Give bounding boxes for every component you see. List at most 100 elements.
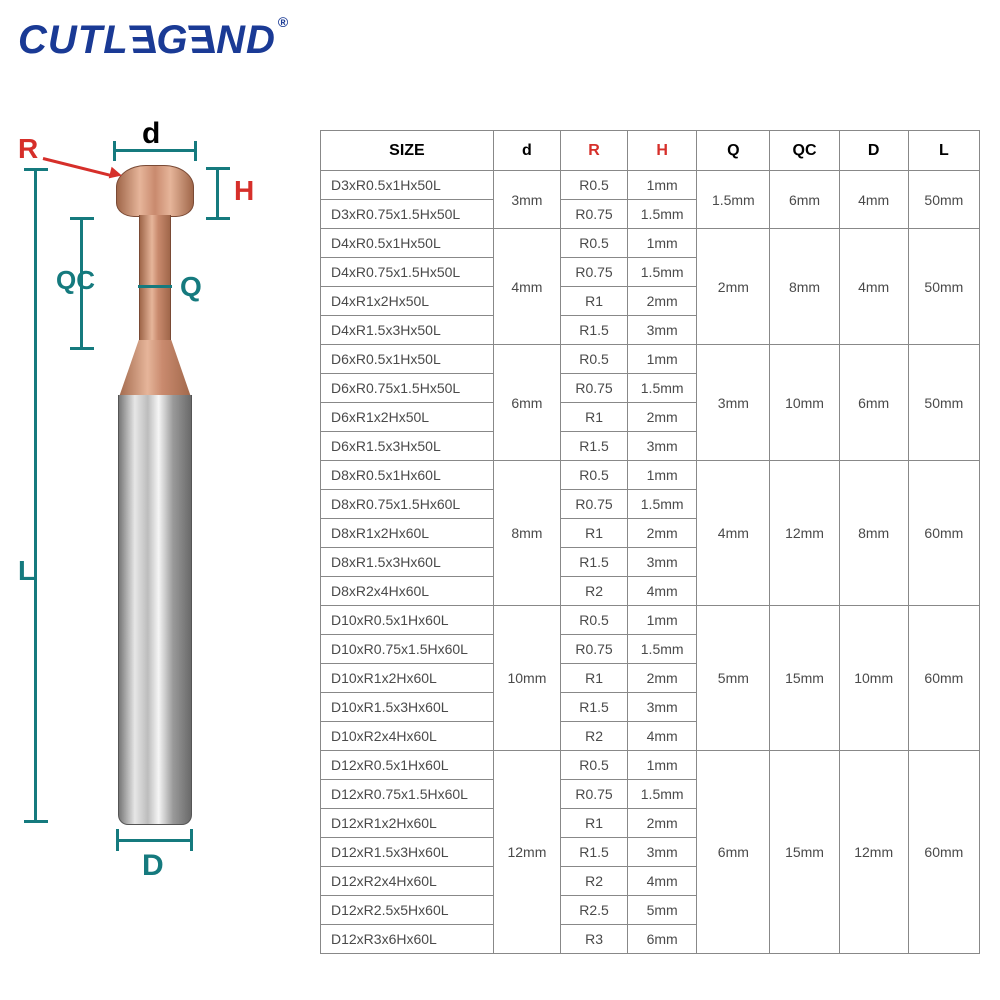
cell-H: 2mm — [628, 287, 697, 316]
cell-d: 4mm — [493, 229, 560, 345]
logo-text: CUTLEGEND — [18, 18, 276, 62]
cell-R: R1.5 — [560, 548, 627, 577]
cell-size: D8xR1.5x3Hx60L — [321, 548, 494, 577]
cell-R: R1 — [560, 403, 627, 432]
cell-QC: 6mm — [770, 171, 839, 229]
dim-line-H — [216, 169, 219, 217]
cell-D: 6mm — [839, 345, 908, 461]
cell-L: 50mm — [908, 345, 979, 461]
cell-R: R0.5 — [560, 229, 627, 258]
cell-d: 6mm — [493, 345, 560, 461]
table-row: D12xR0.5x1Hx60L12mmR0.51mm6mm15mm12mm60m… — [321, 751, 980, 780]
col-header-L: L — [908, 131, 979, 171]
cell-size: D8xR0.5x1Hx60L — [321, 461, 494, 490]
cell-R: R1 — [560, 809, 627, 838]
cell-size: D8xR2x4Hx60L — [321, 577, 494, 606]
cell-R: R0.75 — [560, 490, 627, 519]
cell-D: 4mm — [839, 229, 908, 345]
cell-H: 2mm — [628, 809, 697, 838]
cell-size: D4xR0.5x1Hx50L — [321, 229, 494, 258]
col-header-d: d — [493, 131, 560, 171]
cell-H: 1mm — [628, 171, 697, 200]
col-header-R: R — [560, 131, 627, 171]
cell-R: R2 — [560, 577, 627, 606]
cell-QC: 15mm — [770, 606, 839, 751]
cell-size: D12xR0.5x1Hx60L — [321, 751, 494, 780]
cell-R: R1.5 — [560, 693, 627, 722]
cell-H: 1.5mm — [628, 258, 697, 287]
cell-D: 4mm — [839, 171, 908, 229]
cell-Q: 1.5mm — [697, 171, 770, 229]
tool-shank — [118, 395, 192, 825]
dim-label-d: d — [142, 117, 160, 151]
cell-H: 1.5mm — [628, 490, 697, 519]
cell-size: D3xR0.5x1Hx50L — [321, 171, 494, 200]
cell-H: 3mm — [628, 316, 697, 345]
table-row: D3xR0.5x1Hx50L3mmR0.51mm1.5mm6mm4mm50mm — [321, 171, 980, 200]
cell-H: 1mm — [628, 751, 697, 780]
cell-size: D10xR1x2Hx60L — [321, 664, 494, 693]
cell-Q: 2mm — [697, 229, 770, 345]
dim-line-Q — [138, 285, 172, 288]
cell-H: 1.5mm — [628, 200, 697, 229]
cell-H: 6mm — [628, 925, 697, 954]
cell-H: 3mm — [628, 432, 697, 461]
cell-R: R1.5 — [560, 316, 627, 345]
cell-R: R0.75 — [560, 780, 627, 809]
cell-size: D12xR2x4Hx60L — [321, 867, 494, 896]
cell-size: D8xR0.75x1.5Hx60L — [321, 490, 494, 519]
cell-L: 60mm — [908, 461, 979, 606]
cell-Q: 6mm — [697, 751, 770, 954]
cell-QC: 8mm — [770, 229, 839, 345]
cell-QC: 10mm — [770, 345, 839, 461]
cell-R: R0.5 — [560, 345, 627, 374]
cell-QC: 15mm — [770, 751, 839, 954]
cell-QC: 12mm — [770, 461, 839, 606]
cell-Q: 4mm — [697, 461, 770, 606]
cell-size: D3xR0.75x1.5Hx50L — [321, 200, 494, 229]
cell-R: R1 — [560, 287, 627, 316]
cell-R: R2 — [560, 722, 627, 751]
cell-R: R0.5 — [560, 751, 627, 780]
dim-label-D: D — [142, 849, 164, 883]
cell-H: 2mm — [628, 403, 697, 432]
cell-R: R3 — [560, 925, 627, 954]
cell-size: D12xR3x6Hx60L — [321, 925, 494, 954]
tool-taper — [118, 340, 192, 400]
table-header-row: SIZEdRHQQCDL — [321, 131, 980, 171]
dim-label-L: L — [18, 555, 35, 587]
cell-R: R0.75 — [560, 200, 627, 229]
tool-head — [116, 165, 194, 217]
cell-L: 60mm — [908, 606, 979, 751]
cell-H: 1mm — [628, 606, 697, 635]
cell-R: R2.5 — [560, 896, 627, 925]
registered-icon: ® — [278, 14, 289, 30]
cell-size: D12xR1.5x3Hx60L — [321, 838, 494, 867]
cell-R: R0.5 — [560, 461, 627, 490]
cell-H: 1.5mm — [628, 635, 697, 664]
cell-R: R1.5 — [560, 432, 627, 461]
cell-R: R1.5 — [560, 838, 627, 867]
dim-line-D — [118, 839, 192, 842]
brand-logo: CUTLEGEND® — [18, 18, 287, 63]
cell-size: D8xR1x2Hx60L — [321, 519, 494, 548]
cell-R: R2 — [560, 867, 627, 896]
cell-d: 3mm — [493, 171, 560, 229]
cell-d: 12mm — [493, 751, 560, 954]
cell-size: D10xR2x4Hx60L — [321, 722, 494, 751]
cell-D: 8mm — [839, 461, 908, 606]
cell-L: 50mm — [908, 171, 979, 229]
cell-H: 5mm — [628, 896, 697, 925]
tool-diagram: R d H QC Q L D — [0, 135, 300, 895]
cell-H: 1.5mm — [628, 374, 697, 403]
cell-R: R0.5 — [560, 171, 627, 200]
cell-R: R0.75 — [560, 374, 627, 403]
cell-L: 60mm — [908, 751, 979, 954]
dim-label-QC: QC — [56, 265, 95, 296]
table-row: D6xR0.5x1Hx50L6mmR0.51mm3mm10mm6mm50mm — [321, 345, 980, 374]
cell-Q: 3mm — [697, 345, 770, 461]
spec-table-wrap: SIZEdRHQQCDL D3xR0.5x1Hx50L3mmR0.51mm1.5… — [320, 130, 984, 954]
cell-size: D4xR1x2Hx50L — [321, 287, 494, 316]
cell-R: R0.75 — [560, 635, 627, 664]
cell-H: 1mm — [628, 229, 697, 258]
